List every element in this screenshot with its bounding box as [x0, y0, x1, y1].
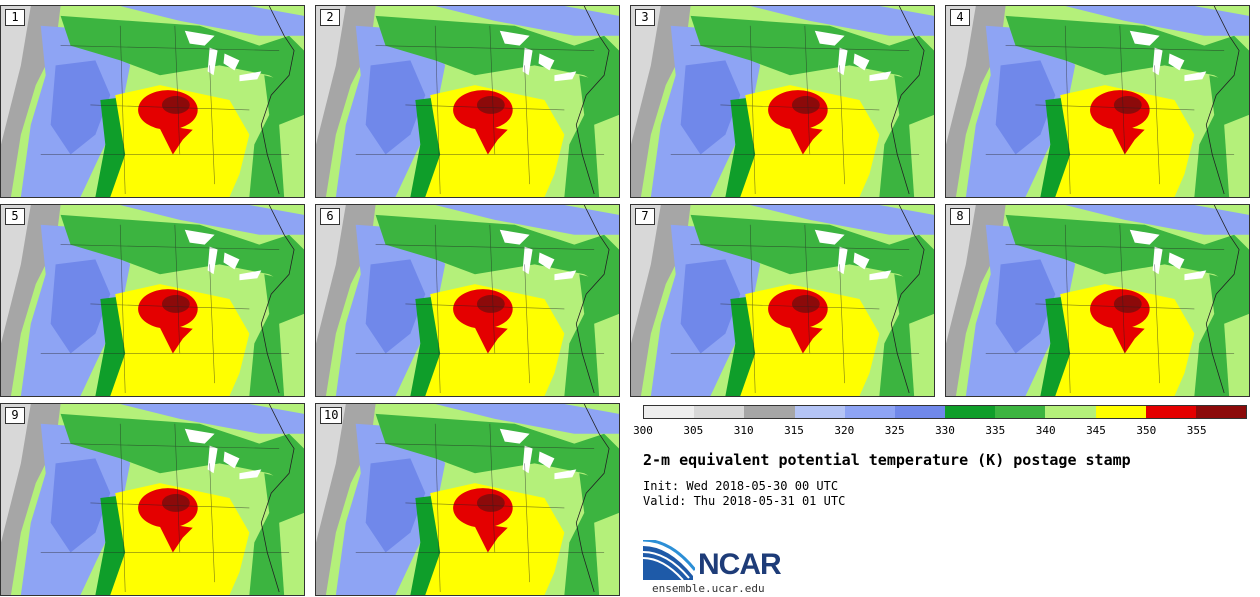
map-panel: 4 — [945, 5, 1250, 198]
colorbar-swatch — [744, 406, 795, 418]
map-panel: 10 — [315, 403, 620, 596]
colorbar-swatch — [644, 406, 695, 418]
panel-number-label: 5 — [5, 208, 25, 225]
colorbar-swatch — [1095, 406, 1146, 418]
colorbar-tick-label: 315 — [784, 424, 804, 437]
colorbar-swatch — [794, 406, 845, 418]
colorbar-swatch — [1195, 406, 1247, 418]
map-panel: 5 — [0, 204, 305, 397]
colorbar-swatch — [894, 406, 946, 418]
colorbar-swatch — [1045, 406, 1096, 418]
colorbar-tick-label: 350 — [1136, 424, 1157, 437]
ncar-logo-icon — [643, 540, 695, 580]
map-panel: 8 — [945, 204, 1250, 397]
panel-number-label: 7 — [635, 208, 655, 225]
site-url: ensemble.ucar.edu — [652, 582, 765, 595]
map-panel: 3 — [630, 5, 935, 198]
panel-number-label: 6 — [320, 208, 340, 225]
colorbar-tick-label: 345 — [1086, 424, 1106, 437]
colorbar-tick-label: 300 — [633, 424, 653, 437]
colorbar-tick-label: 335 — [985, 424, 1006, 437]
map-panel: 2 — [315, 5, 620, 198]
panel-number-label: 9 — [5, 407, 25, 424]
colorbar-tick-label: 355 — [1186, 424, 1207, 437]
map-panel: 9 — [0, 403, 305, 596]
colorbar-swatch — [1145, 406, 1196, 418]
colorbar-tick-label: 325 — [884, 424, 905, 437]
valid-time: Valid: Thu 2018-05-31 01 UTC — [643, 494, 846, 508]
map-panel: 1 — [0, 5, 305, 198]
chart-title: 2-m equivalent potential temperature (K)… — [643, 451, 1131, 469]
colorbar-tick-label: 330 — [935, 424, 955, 437]
colorbar-swatch — [694, 406, 745, 418]
colorbar-tick-label: 310 — [733, 424, 754, 437]
colorbar — [643, 405, 1247, 419]
ncar-logo-text: NCAR — [698, 548, 782, 581]
panel-number-label: 4 — [950, 9, 970, 26]
panel-number-label: 10 — [320, 407, 343, 424]
colorbar-swatch — [844, 406, 895, 418]
init-time: Init: Wed 2018-05-30 00 UTC — [643, 479, 839, 493]
panel-number-label: 8 — [950, 208, 970, 225]
panel-number-label: 3 — [635, 9, 655, 26]
map-panel: 7 — [630, 204, 935, 397]
colorbar-tick-label: 305 — [683, 424, 704, 437]
colorbar-swatch — [945, 406, 996, 418]
colorbar-tick-labels: 300 305 310 315 320 325 330 335 340 345 350 355 — [633, 424, 1247, 438]
colorbar-tick-label: 340 — [1035, 424, 1056, 437]
colorbar-swatch — [995, 406, 1046, 418]
panel-number-label: 1 — [5, 9, 25, 26]
colorbar-tick-label: 320 — [834, 424, 855, 437]
map-panel: 6 — [315, 204, 620, 397]
panel-number-label: 2 — [320, 9, 340, 26]
